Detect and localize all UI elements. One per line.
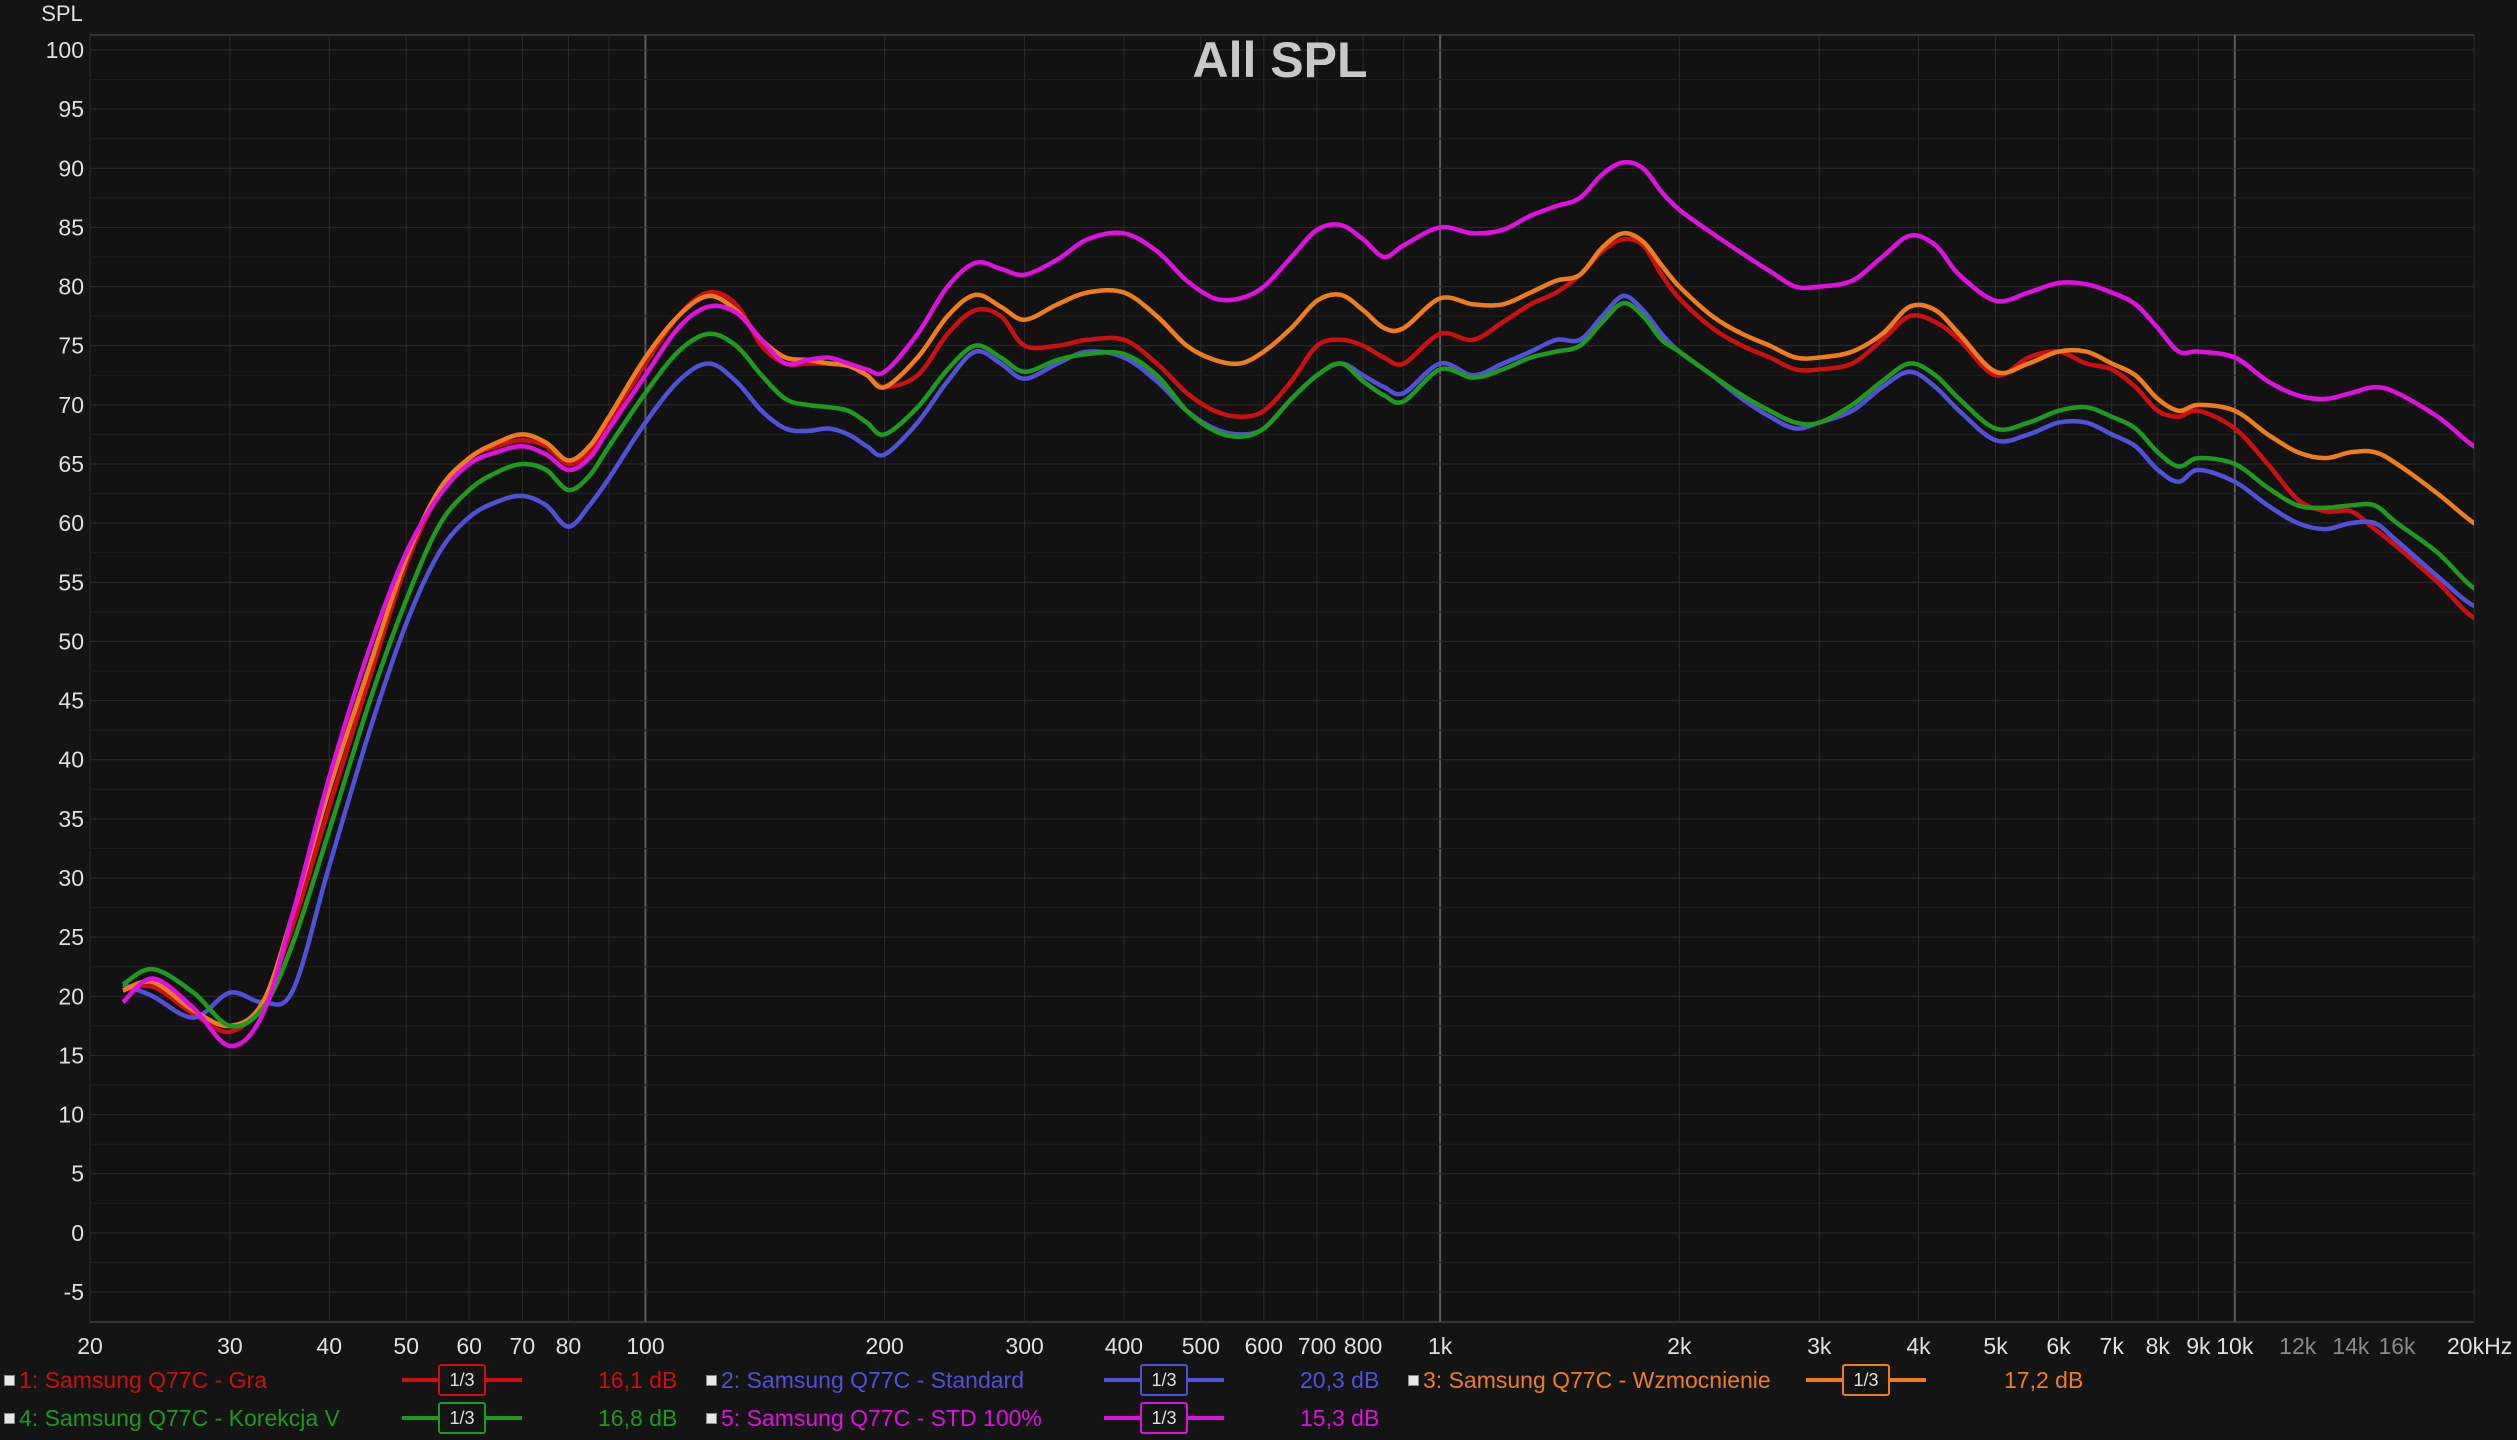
x-tick-label: 20 [77,1333,103,1358]
y-tick-label: 70 [58,392,84,418]
series-5-smoothing-value[interactable]: 1/3 [1140,1402,1188,1434]
legend-item-4[interactable]: 4: Samsung Q77C - Korekcja V [4,1400,346,1436]
series-2-smoothing[interactable]: 1/3 [1104,1362,1224,1398]
series-3-checkbox[interactable] [1408,1374,1419,1386]
x-tick-label: 7k [2100,1333,2125,1358]
x-tick-label: 3k [1807,1333,1832,1358]
series-4-smoothing[interactable]: 1/3 [402,1400,522,1436]
x-tick-label: 4k [1906,1333,1931,1358]
series-line-4 [121,300,2474,1029]
y-tick-label: 5 [71,1161,84,1187]
y-tick-label: 90 [58,155,84,181]
series-5-checkbox[interactable] [706,1412,717,1424]
series-1-label: 1: Samsung Q77C - Gra [19,1366,267,1393]
y-tick-label: 75 [58,333,84,359]
series-1-delta: 16,1 dB [598,1366,678,1393]
x-tick-label: 10k [2216,1333,2254,1358]
x-tick-label: 200 [865,1333,903,1358]
series-4-delta: 16,8 dB [598,1404,678,1431]
y-tick-label: 65 [58,451,84,477]
series-2-checkbox[interactable] [706,1374,717,1386]
x-tick-label: 80 [556,1333,582,1358]
y-tick-label: 0 [71,1220,84,1246]
x-tick-label: 8k [2146,1333,2171,1358]
y-tick-label: 15 [58,1042,84,1068]
x-tick-label: 500 [1182,1333,1220,1358]
y-tick-label: 80 [58,274,84,300]
y-tick-label: 95 [58,96,84,122]
legend: 1: Samsung Q77C - Gra 1/3 16,1 dB 2: Sam… [0,1358,2517,1440]
x-tick-label: 400 [1105,1333,1143,1358]
series-line-5 [121,159,2474,1049]
series-3-smoothing-value[interactable]: 1/3 [1842,1364,1890,1396]
series-3-label: 3: Samsung Q77C - Wzmocnienie [1423,1366,1771,1393]
series-1-checkbox[interactable] [4,1374,15,1386]
grid-layer [89,34,2475,1323]
series-4-checkbox[interactable] [4,1412,15,1424]
x-tick-label: 600 [1245,1333,1283,1358]
series-5-smoothing[interactable]: 1/3 [1104,1400,1224,1436]
x-tick-label: 60 [456,1333,482,1358]
series-5-delta: 15,3 dB [1300,1404,1380,1431]
series-3-delta: 17,2 dB [2004,1366,2084,1393]
x-tick-label: 30 [217,1333,243,1358]
series-2-label: 2: Samsung Q77C - Standard [721,1366,1024,1393]
x-tick-label: 300 [1005,1333,1043,1358]
x-tick-label: 100 [626,1333,664,1358]
legend-item-3[interactable]: 3: Samsung Q77C - Wzmocnienie [1408,1362,1777,1398]
y-tick-label: 60 [58,510,84,536]
y-tick-label: 20 [58,983,84,1009]
curve-layer [121,159,2474,1049]
x-tick-label: 12k [2279,1333,2317,1358]
chart-title: All SPL [1192,32,1367,88]
y-tick-label: -5 [64,1279,84,1305]
x-tick-label: 50 [393,1333,419,1358]
y-tick-label: 55 [58,569,84,595]
y-tick-label: 45 [58,688,84,714]
x-tick-label: 700 [1298,1333,1336,1358]
series-4-smoothing-value[interactable]: 1/3 [438,1402,486,1434]
x-tick-label: 70 [510,1333,536,1358]
legend-item-2[interactable]: 2: Samsung Q77C - Standard [706,1362,1030,1398]
y-tick-label: 85 [58,214,84,240]
y-tick-label: 50 [58,628,84,654]
series-5-label: 5: Samsung Q77C - STD 100% [721,1404,1042,1431]
y-tick-label: 10 [58,1102,84,1128]
x-tick-label: 20kHz [2447,1333,2512,1358]
x-tick-label: 5k [1983,1333,2008,1358]
spl-chart: 1009590858075706560555045403530252015105… [41,1,2513,1358]
legend-item-1[interactable]: 1: Samsung Q77C - Gra [4,1362,273,1398]
series-2-delta: 20,3 dB [1300,1366,1380,1393]
y-tick-label: 40 [58,747,84,773]
x-tick-label: 40 [316,1333,342,1358]
y-tick-label: 25 [58,924,84,950]
series-line-1 [122,236,2474,1035]
x-tick-label: 800 [1344,1333,1382,1358]
legend-item-5[interactable]: 5: Samsung Q77C - STD 100% [706,1400,1048,1436]
x-tick-label: 9k [2186,1333,2211,1358]
x-tick-label: 1k [1428,1333,1453,1358]
y-axis-label: SPL [41,1,83,26]
x-tick-label: 16k [2378,1333,2416,1358]
y-tick-label: 100 [46,37,84,63]
x-tick-label: 6k [2046,1333,2071,1358]
y-tick-label: 30 [58,865,84,891]
series-1-smoothing[interactable]: 1/3 [402,1362,522,1398]
plot-area [89,34,2475,1323]
series-line-3 [122,230,2474,1029]
series-4-label: 4: Samsung Q77C - Korekcja V [19,1404,340,1431]
tick-layer: 1009590858075706560555045403530252015105… [46,37,2513,1358]
series-2-smoothing-value[interactable]: 1/3 [1140,1364,1188,1396]
x-tick-label: 14k [2332,1333,2370,1358]
y-tick-label: 35 [58,806,84,832]
x-tick-label: 2k [1667,1333,1692,1358]
series-3-smoothing[interactable]: 1/3 [1806,1362,1926,1398]
series-1-smoothing-value[interactable]: 1/3 [438,1364,486,1396]
